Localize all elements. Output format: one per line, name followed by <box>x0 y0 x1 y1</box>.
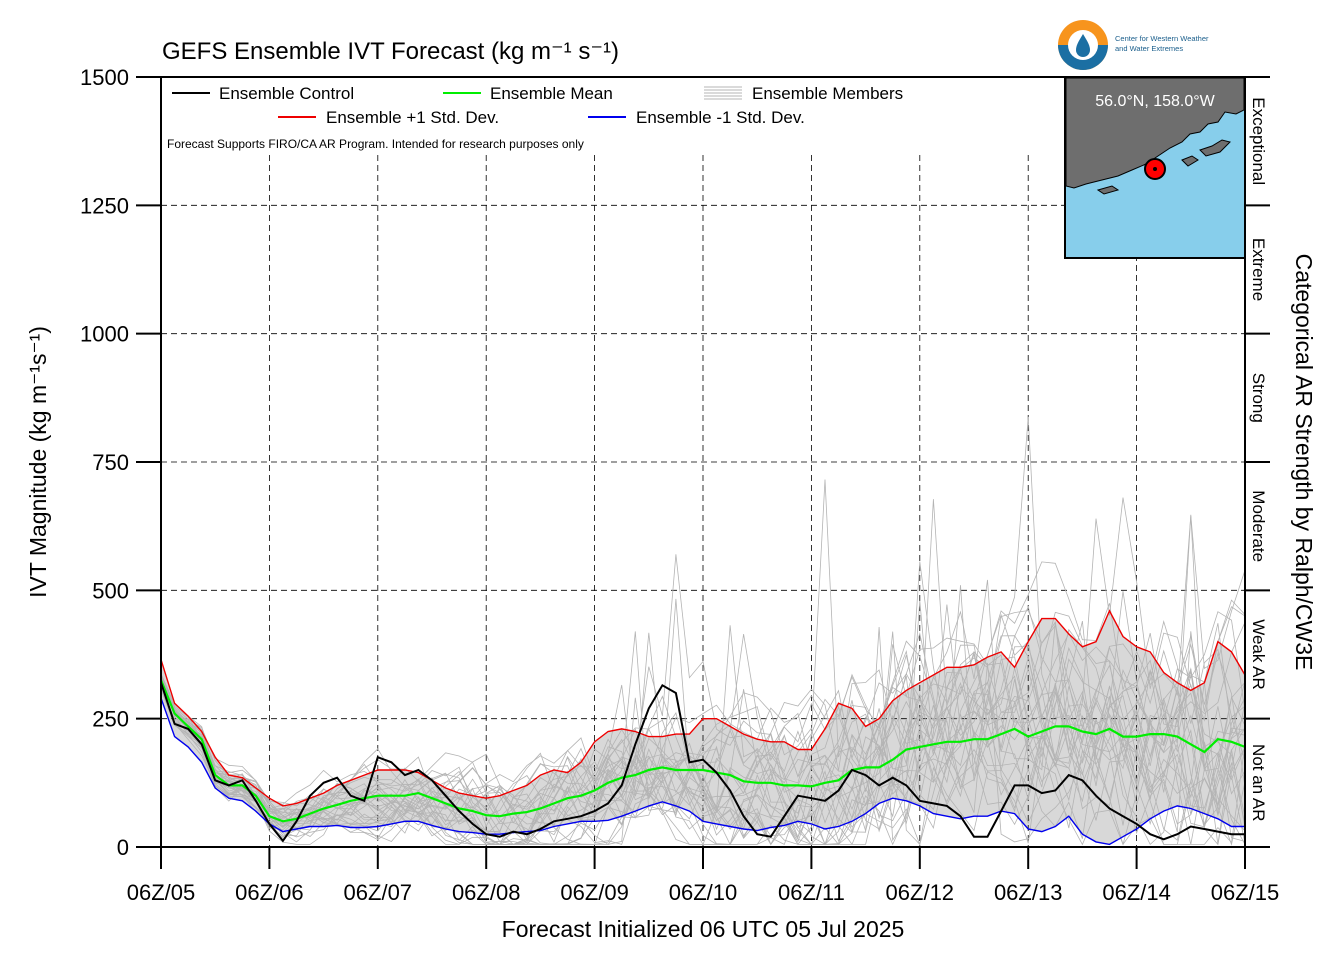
footer-note: Forecast Supports FIRO/CA AR Program. In… <box>167 137 584 151</box>
y-tick-label: 1250 <box>80 193 129 218</box>
inset-island <box>1096 185 1120 195</box>
x-tick-label: 06Z/07 <box>344 880 413 905</box>
ensemble-control-line <box>160 682 1245 843</box>
category-label: Not an AR <box>1249 744 1268 822</box>
logo-drop-icon <box>1076 34 1090 57</box>
legend-label-mean: Ensemble Mean <box>490 84 613 103</box>
x-tick-label: 06Z/06 <box>235 880 304 905</box>
ensemble-member-line <box>160 640 1246 846</box>
series-lines <box>159 609 1246 846</box>
ensemble-mean-line <box>159 679 1246 823</box>
legend-label-members: Ensemble Members <box>752 84 903 103</box>
location-marker-dot <box>1153 167 1157 171</box>
category-label: Weak AR <box>1249 619 1268 690</box>
legend-label-minus-sd: Ensemble -1 Std. Dev. <box>636 108 805 127</box>
x-tick-label: 06Z/05 <box>127 880 196 905</box>
category-label: Extreme <box>1249 238 1268 301</box>
inset-location-label: 56.0°N, 158.0°W <box>1095 93 1215 110</box>
x-tick-label: 06Z/12 <box>886 880 955 905</box>
y-tick-label: 0 <box>117 835 129 860</box>
ensemble-member-line <box>160 605 1246 846</box>
ensemble-member-line <box>160 650 1246 845</box>
grid <box>161 155 1245 847</box>
x-tick-label: 06Z/08 <box>452 880 521 905</box>
cw3e-logo: Center for Western Weather and Water Ext… <box>1058 20 1209 70</box>
legend-label-plus-sd: Ensemble +1 Std. Dev. <box>326 108 499 127</box>
inset-land <box>1065 77 1245 189</box>
logo-line2: and Water Extremes <box>1115 44 1183 53</box>
inset-island <box>1199 139 1231 157</box>
x-tick-label: 06Z/13 <box>994 880 1063 905</box>
x-tick-label: 06Z/14 <box>1102 880 1171 905</box>
x-axis-label: Forecast Initialized 06 UTC 05 Jul 2025 <box>502 916 905 942</box>
x-tick-label: 06Z/11 <box>778 880 845 905</box>
inset-map: 56.0°N, 158.0°W <box>1064 76 1246 259</box>
legend: Ensemble Control Ensemble Mean Ensemble … <box>167 84 903 151</box>
y-tick-label: 750 <box>92 450 129 475</box>
category-label: Strong <box>1249 373 1268 423</box>
ensemble-member-line <box>160 659 1246 846</box>
y-tick-label: 500 <box>92 578 129 603</box>
category-label: Exceptional <box>1249 97 1268 185</box>
axis-ticks: 0 250 500 750 1000 1250 1500 06Z/05 06Z/06 06Z/07… <box>80 65 1279 905</box>
logo-line1: Center for Western Weather <box>1115 34 1209 43</box>
ensemble-member-line <box>160 554 1246 846</box>
ensemble-member-line <box>160 585 1246 838</box>
ensemble-member-line <box>160 600 1246 845</box>
x-tick-label: 06Z/15 <box>1211 880 1280 905</box>
y-axis-label: IVT Magnitude (kg m⁻¹s⁻¹) <box>25 326 51 598</box>
legend-swatch-members <box>704 86 742 100</box>
inset-island <box>1181 155 1199 167</box>
x-tick-label: 06Z/10 <box>669 880 738 905</box>
ensemble-member-line <box>160 499 1246 836</box>
ensemble-member-line <box>160 657 1246 845</box>
legend-label-control: Ensemble Control <box>219 84 354 103</box>
minus-std-dev-line <box>160 697 1245 846</box>
right-axis-label: Categorical AR Strength by Ralph/CW3E <box>1291 254 1317 671</box>
chart-title: GEFS Ensemble IVT Forecast (kg m⁻¹ s⁻¹) <box>162 38 619 65</box>
y-tick-label: 1000 <box>80 322 129 347</box>
y-tick-label: 1500 <box>80 65 129 90</box>
y-tick-label: 250 <box>92 707 129 732</box>
x-tick-label: 06Z/09 <box>560 880 629 905</box>
category-label: Moderate <box>1249 490 1268 562</box>
